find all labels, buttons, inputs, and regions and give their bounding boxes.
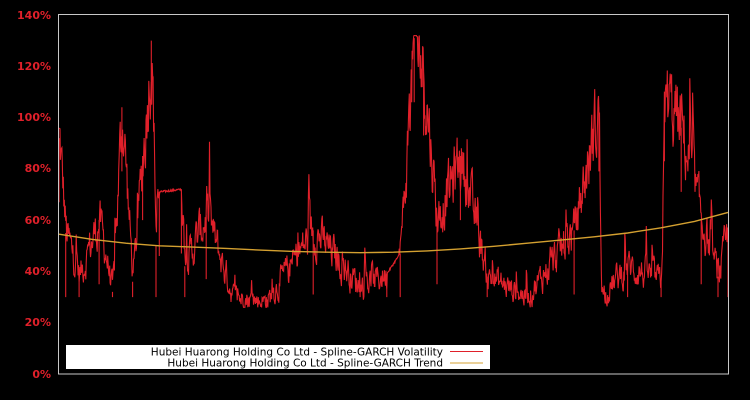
- y-tick-label: 120%: [17, 60, 51, 73]
- legend-label-volatility: Hubei Huarong Holding Co Ltd - Spline-GA…: [151, 347, 443, 359]
- y-axis: 140% 120% 100% 80% 60% 40% 20% 0%: [17, 9, 51, 381]
- y-tick-label: 0%: [32, 368, 51, 381]
- legend-label-trend: Hubei Huarong Holding Co Ltd - Spline-GA…: [167, 358, 443, 370]
- plot-area: [58, 34, 729, 308]
- legend-box: [66, 345, 490, 369]
- axis-frame: [58, 14, 729, 375]
- y-tick-label: 140%: [17, 9, 51, 22]
- y-tick-label: 100%: [17, 111, 51, 124]
- y-tick-label: 40%: [25, 265, 51, 278]
- y-tick-label: 20%: [25, 316, 51, 329]
- trend-series-line: [58, 211, 729, 254]
- legend: Hubei Huarong Holding Co Ltd - Spline-GA…: [66, 345, 490, 370]
- y-tick-label: 80%: [25, 162, 51, 175]
- volatility-series-line: [58, 34, 729, 308]
- y-tick-label: 60%: [25, 214, 51, 227]
